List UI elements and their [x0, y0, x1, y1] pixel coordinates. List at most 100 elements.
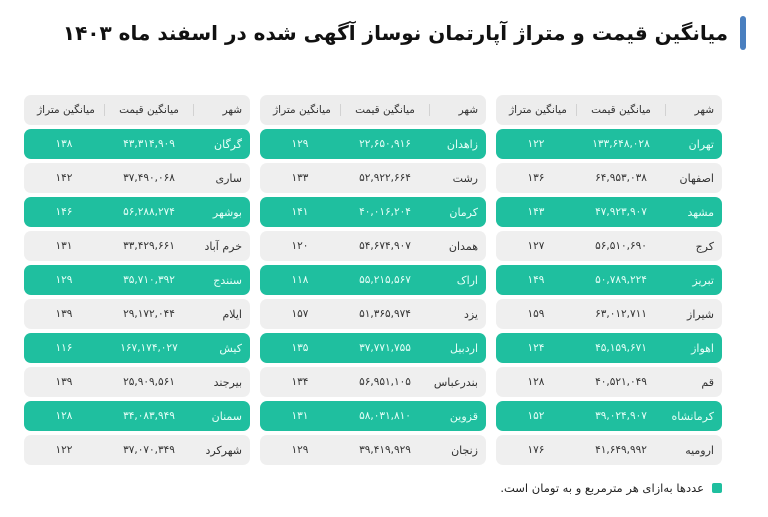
- cell-price: ۳۹,۴۱۹,۹۲۹: [359, 444, 411, 456]
- cell-area: ۱۴۲: [55, 172, 73, 184]
- cell-city: گرگان: [214, 137, 242, 151]
- table-row: ساری ۳۷,۴۹۰,۰۶۸ ۱۴۲: [24, 163, 250, 193]
- cell-price: ۵۰,۷۸۹,۲۲۴: [595, 274, 647, 286]
- table-row: رشت ۵۲,۹۲۲,۶۶۴ ۱۳۳: [260, 163, 486, 193]
- table-row: کرمانشاه ۳۹,۰۲۴,۹۰۷ ۱۵۲: [496, 401, 722, 431]
- cell-city: شهرکرد: [205, 443, 242, 457]
- cell-price: ۲۵,۹۰۹,۵۶۱: [123, 376, 175, 388]
- cell-city: اردبیل: [450, 341, 478, 355]
- table-row: سمنان ۳۴,۰۸۳,۹۴۹ ۱۲۸: [24, 401, 250, 431]
- cell-price: ۴۱,۶۴۹,۹۹۲: [595, 444, 647, 456]
- cell-area: ۱۲۰: [291, 240, 309, 252]
- table-row: سنندج ۳۵,۷۱۰,۳۹۲ ۱۲۹: [24, 265, 250, 295]
- title-accent-bar: [740, 16, 746, 50]
- footnote-text: عددها به‌ازای هر مترمربع و به تومان است.: [500, 481, 704, 495]
- cell-area: ۱۲۲: [55, 444, 73, 456]
- table-row: اهواز ۴۵,۱۵۹,۶۷۱ ۱۲۴: [496, 333, 722, 363]
- table-row: قزوین ۵۸,۰۳۱,۸۱۰ ۱۳۱: [260, 401, 486, 431]
- cell-city: قم: [701, 375, 714, 389]
- cell-area: ۱۲۲: [527, 138, 545, 150]
- cell-city: بوشهر: [212, 205, 242, 219]
- cell-price: ۳۷,۰۷۰,۳۴۹: [123, 444, 175, 456]
- cell-price: ۲۹,۱۷۲,۰۴۴: [123, 308, 175, 320]
- table-header: شهر میانگین قیمت میانگین متراژ: [24, 95, 250, 125]
- cell-city: خرم آباد: [204, 239, 242, 253]
- table-row: کیش ۱۶۷,۱۷۴,۰۲۷ ۱۱۶: [24, 333, 250, 363]
- table-row: ارومیه ۴۱,۶۴۹,۹۹۲ ۱۷۶: [496, 435, 722, 465]
- table-row: اردبیل ۳۷,۷۷۱,۷۵۵ ۱۳۵: [260, 333, 486, 363]
- cell-price: ۳۷,۴۹۰,۰۶۸: [123, 172, 175, 184]
- cell-price: ۵۶,۹۵۱,۱۰۵: [359, 376, 411, 388]
- cell-city: مشهد: [687, 205, 714, 219]
- cell-price: ۴۰,۰۱۶,۲۰۴: [359, 206, 411, 218]
- cell-area: ۱۴۶: [55, 206, 73, 218]
- cell-area: ۱۲۴: [527, 342, 545, 354]
- cell-city: سنندج: [213, 273, 242, 287]
- table-header: شهر میانگین قیمت میانگین متراژ: [496, 95, 722, 125]
- cell-city: ارومیه: [685, 443, 714, 457]
- cell-area: ۱۲۹: [291, 444, 309, 456]
- cell-price: ۵۸,۰۳۱,۸۱۰: [359, 410, 411, 422]
- cell-price: ۵۵,۲۱۵,۵۶۷: [359, 274, 411, 286]
- table-row: مشهد ۴۷,۹۲۳,۹۰۷ ۱۴۳: [496, 197, 722, 227]
- table-row: اصفهان ۶۴,۹۵۳,۰۳۸ ۱۳۶: [496, 163, 722, 193]
- header-city: شهر: [222, 104, 242, 116]
- cell-price: ۴۵,۱۵۹,۶۷۱: [595, 342, 647, 354]
- cell-city: ساری: [215, 171, 243, 185]
- cell-city: زنجان: [451, 443, 478, 457]
- legend-square-icon: [712, 483, 722, 493]
- cell-city: تبریز: [692, 273, 714, 287]
- cell-price: ۶۳,۰۱۲,۷۱۱: [595, 308, 647, 320]
- table-row: یزد ۵۱,۳۶۵,۹۷۴ ۱۵۷: [260, 299, 486, 329]
- cell-city: کیش: [219, 341, 242, 355]
- table-row: کرمان ۴۰,۰۱۶,۲۰۴ ۱۴۱: [260, 197, 486, 227]
- table-row: گرگان ۴۳,۳۱۴,۹۰۹ ۱۳۸: [24, 129, 250, 159]
- table-row: اراک ۵۵,۲۱۵,۵۶۷ ۱۱۸: [260, 265, 486, 295]
- cell-area: ۱۵۷: [291, 308, 309, 320]
- table-header: شهر میانگین قیمت میانگین متراژ: [260, 95, 486, 125]
- cell-area: ۱۳۶: [527, 172, 545, 184]
- cell-area: ۱۴۹: [527, 274, 545, 286]
- footnote: عددها به‌ازای هر مترمربع و به تومان است.: [500, 481, 722, 495]
- cell-area: ۱۳۴: [291, 376, 309, 388]
- table-row: بوشهر ۵۶,۲۸۸,۲۷۴ ۱۴۶: [24, 197, 250, 227]
- cell-area: ۱۷۶: [527, 444, 545, 456]
- cell-city: زاهدان: [446, 137, 478, 151]
- cell-city: کرمان: [449, 205, 478, 219]
- cell-area: ۱۵۲: [527, 410, 545, 422]
- cell-city: ایلام: [222, 307, 243, 321]
- cell-city: کرج: [695, 239, 714, 253]
- table-row: همدان ۵۴,۶۷۴,۹۰۷ ۱۲۰: [260, 231, 486, 261]
- cell-area: ۱۳۱: [291, 410, 309, 422]
- table-row: بندرعباس ۵۶,۹۵۱,۱۰۵ ۱۳۴: [260, 367, 486, 397]
- cell-city: قزوین: [449, 409, 478, 423]
- cell-city: تهران: [688, 137, 714, 151]
- cell-price: ۴۳,۳۱۴,۹۰۹: [123, 138, 175, 150]
- cell-price: ۳۳,۴۲۹,۶۶۱: [123, 240, 175, 252]
- cell-area: ۱۳۹: [55, 376, 73, 388]
- cell-area: ۱۱۶: [55, 342, 73, 354]
- cell-price: ۵۶,۲۸۸,۲۷۴: [123, 206, 175, 218]
- cell-area: ۱۳۸: [55, 138, 73, 150]
- table-row: تهران ۱۳۳,۶۴۸,۰۲۸ ۱۲۲: [496, 129, 722, 159]
- title-block: میانگین قیمت و متراژ آپارتمان نوساز آگهی…: [63, 16, 746, 50]
- cell-city: سمنان: [211, 409, 242, 423]
- header-city: شهر: [694, 104, 714, 116]
- cell-price: ۳۷,۷۷۱,۷۵۵: [359, 342, 411, 354]
- cell-city: رشت: [452, 171, 478, 185]
- cell-city: کرمانشاه: [671, 409, 714, 423]
- cell-area: ۱۵۹: [527, 308, 545, 320]
- cell-area: ۱۳۹: [55, 308, 73, 320]
- table-row: شهرکرد ۳۷,۰۷۰,۳۴۹ ۱۲۲: [24, 435, 250, 465]
- cell-price: ۵۴,۶۷۴,۹۰۷: [359, 240, 411, 252]
- table-row: زنجان ۳۹,۴۱۹,۹۲۹ ۱۲۹: [260, 435, 486, 465]
- table-row: خرم آباد ۳۳,۴۲۹,۶۶۱ ۱۳۱: [24, 231, 250, 261]
- cell-area: ۱۴۳: [527, 206, 545, 218]
- cell-price: ۴۰,۵۲۱,۰۴۹: [595, 376, 647, 388]
- table-1: شهر میانگین قیمت میانگین متراژ تهران ۱۳۳,۶۴۸…: [496, 95, 722, 465]
- cell-price: ۱۳۳,۶۴۸,۰۲۸: [592, 138, 650, 150]
- header-area: میانگین متراژ: [273, 104, 331, 116]
- table-2: شهر میانگین قیمت میانگین متراژ زاهدان ۲۲,۶۵۰…: [260, 95, 486, 465]
- cell-city: اراک: [456, 273, 478, 287]
- cell-price: ۲۲,۶۵۰,۹۱۶: [359, 138, 411, 150]
